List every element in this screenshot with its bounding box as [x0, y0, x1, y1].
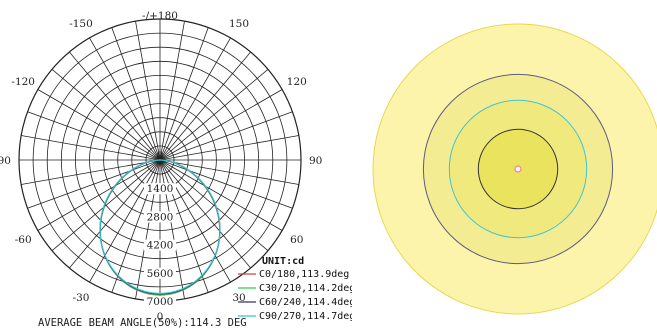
unit-label: UNIT:cd: [262, 256, 304, 267]
grid-spoke: [159, 159, 269, 251]
grid-spoke: [69, 159, 161, 269]
polar-labels: 0 1400 2800 4200 5600 7000 -/+180 -150 150 -120 12…: [0, 10, 322, 323]
angle-label: 0: [157, 311, 164, 323]
angle-label: 120: [287, 76, 307, 88]
grid-spoke: [159, 27, 209, 161]
radial-tick-bg: [144, 183, 176, 195]
angle-label: -30: [73, 292, 90, 304]
grid-spoke: [159, 21, 185, 161]
grid-spoke: [159, 37, 231, 161]
grid-spoke: [135, 21, 161, 161]
grid-spoke: [159, 69, 269, 161]
grid-spoke: [159, 159, 209, 293]
radial-tick-label: 0: [157, 150, 164, 162]
grid-spoke: [159, 159, 293, 209]
angle-label: -120: [11, 76, 35, 88]
intensity-curve-3: [99, 159, 221, 294]
grid-spoke: [27, 159, 161, 209]
grid-spoke: [159, 159, 185, 299]
illuminance-rings: [372, 23, 657, 315]
grid-spoke: [159, 159, 231, 283]
illuminance-diagram: [372, 23, 657, 315]
radial-tick-bg: [144, 239, 176, 251]
center-point: [514, 165, 522, 173]
grid-spoke: [159, 111, 293, 161]
grid-spoke: [27, 111, 161, 161]
grid-spoke: [69, 51, 161, 161]
grid-spoke: [89, 159, 161, 283]
grid-spoke: [159, 159, 299, 185]
radial-tick-bg: [144, 267, 176, 279]
grid-spoke: [111, 159, 161, 293]
angle-label: -90: [0, 155, 11, 167]
legend-entry: C30/210,114.2deg: [259, 283, 352, 294]
radial-tick-bg: [144, 296, 176, 307]
grid-spoke: [21, 135, 161, 161]
polar-intensity-chart: 0 1400 2800 4200 5600 7000 -/+180 -150 150 -120 12…: [0, 10, 352, 329]
angle-label: -150: [69, 18, 93, 30]
grid-spoke: [159, 159, 283, 231]
grid-spoke: [51, 69, 161, 161]
angle-label: 60: [290, 234, 303, 246]
grid-spoke: [21, 159, 161, 185]
legend-entry: C0/180,113.9deg: [259, 269, 349, 280]
grid-spoke: [51, 159, 161, 251]
grid-spoke: [159, 135, 299, 161]
radial-tick-label: 5600: [147, 268, 174, 280]
intensity-curves: [99, 159, 221, 296]
grid-spoke: [135, 159, 161, 299]
angle-label: -60: [15, 234, 32, 246]
legend-entry: C60/240,114.4deg: [259, 297, 352, 308]
grid-spoke: [37, 89, 161, 161]
grid-spoke: [159, 89, 283, 161]
grid-spoke: [159, 51, 251, 161]
legend: UNIT:cd C0/180,113.9deg C30/210,114.2deg C6…: [238, 256, 352, 322]
radial-tick-label: 1400: [147, 183, 174, 195]
angle-label: 90: [309, 155, 322, 167]
grid-spoke: [111, 27, 161, 161]
radial-tick-label: 2800: [147, 211, 174, 223]
grid-spoke: [159, 159, 251, 269]
radial-tick-bg: [144, 211, 176, 223]
angle-label: -/+180: [142, 10, 178, 22]
grid-spoke: [89, 37, 161, 161]
angle-label: 30: [232, 292, 245, 304]
angle-label: 150: [229, 18, 249, 30]
legend-entry: C90/270,114.7deg: [259, 311, 352, 322]
grid-spoke: [37, 159, 161, 231]
radial-tick-label: 7000: [147, 296, 174, 308]
radial-tick-label: 4200: [147, 240, 174, 252]
beam-angle-footer: AVERAGE BEAM ANGLE(50%):114.3 DEG: [38, 317, 247, 329]
